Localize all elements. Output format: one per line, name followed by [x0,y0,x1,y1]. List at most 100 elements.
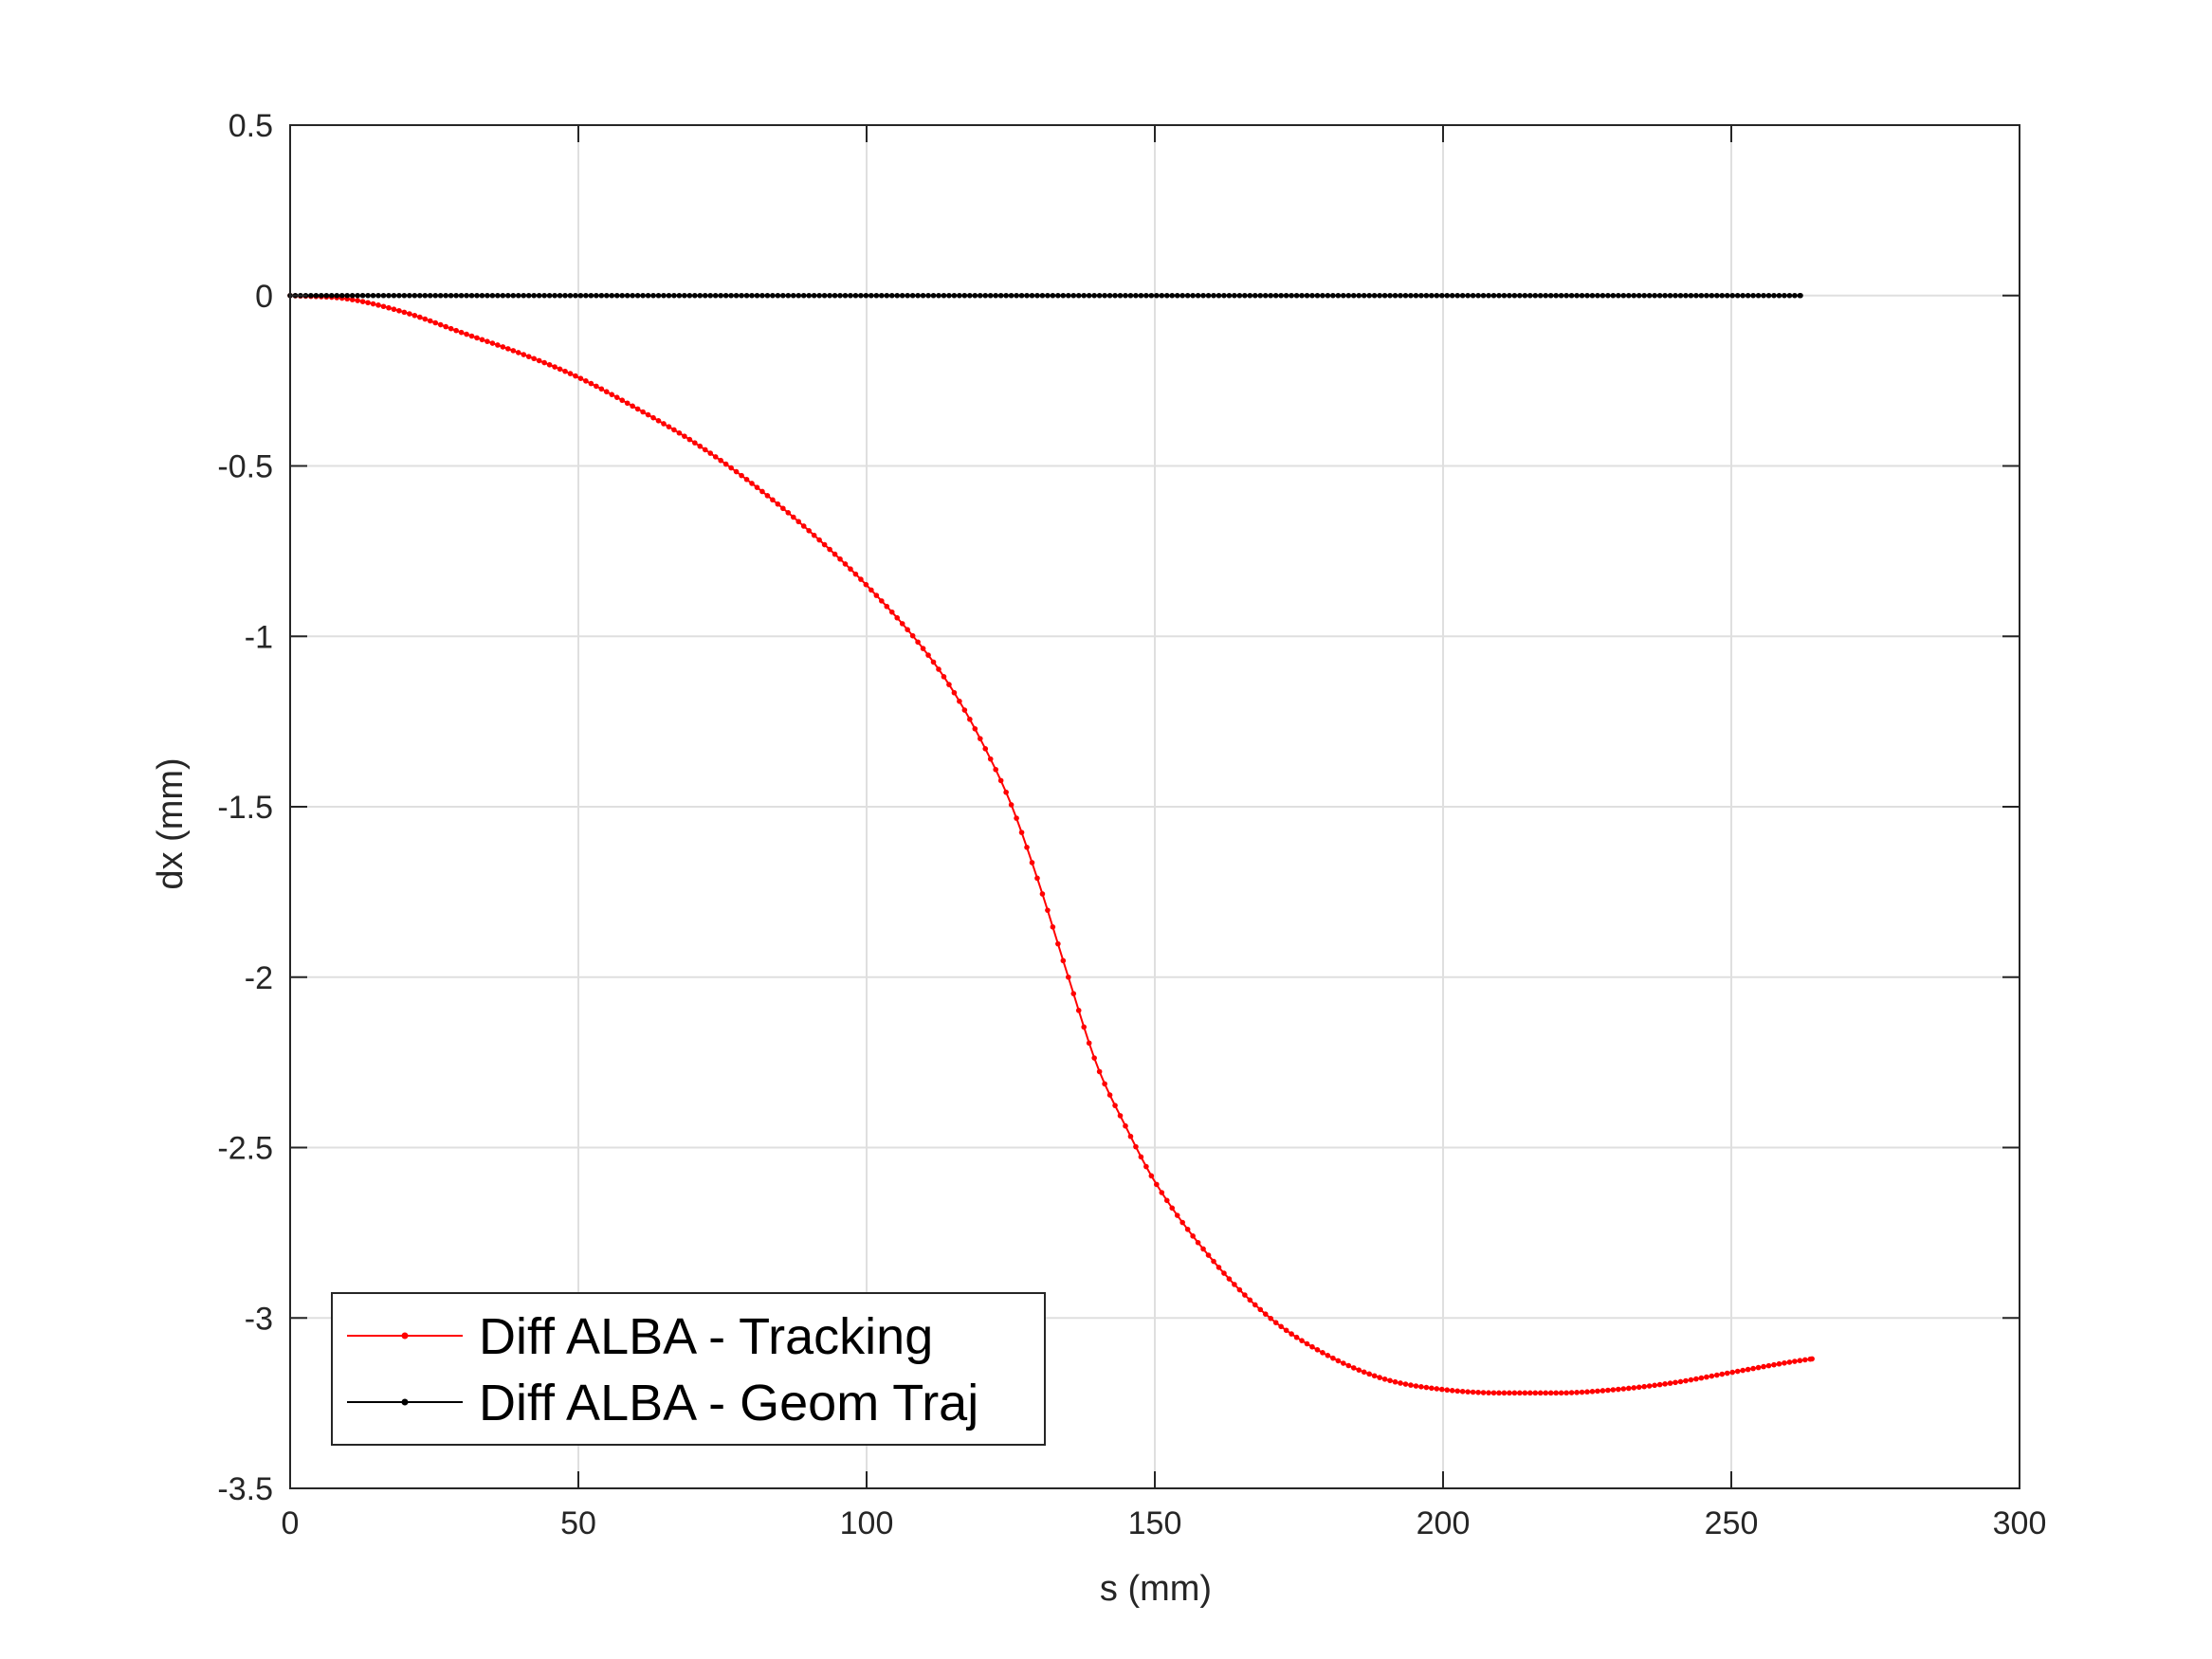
data-point [868,292,874,299]
data-point [1029,292,1035,299]
data-point [1729,292,1736,299]
data-point [682,433,687,439]
data-point [682,292,687,299]
y-tick-label: -2.5 [217,1131,273,1167]
data-point [365,300,371,306]
data-point [484,292,490,299]
data-point [1418,292,1424,299]
data-point [1532,292,1539,299]
data-point [1693,292,1699,299]
data-point [967,716,973,722]
data-point [427,292,433,299]
data-point [349,292,356,299]
data-point [505,346,511,352]
data-point [1247,292,1253,299]
data-point [1444,292,1451,299]
data-point [722,461,729,467]
data-point [811,532,817,538]
data-point [1341,1360,1346,1366]
data-point [500,292,506,299]
data-point [1309,1343,1315,1350]
data-point [1163,292,1170,299]
data-point [1595,1388,1600,1395]
data-point [1034,292,1040,299]
data-point [754,292,760,299]
data-point [722,292,729,299]
y-tick-label: -1.5 [217,790,273,826]
data-point [821,292,828,299]
data-point [676,292,683,299]
data-point [1584,292,1590,299]
data-point [1154,1181,1160,1188]
data-point [1325,292,1331,299]
data-point [1631,292,1637,299]
data-point [370,292,376,299]
legend-marker-geom-traj [401,1398,409,1406]
data-point [1610,1387,1617,1393]
data-point [1656,1381,1663,1388]
data-point [1792,292,1798,299]
data-point [800,292,807,299]
series-line [289,294,1813,1395]
data-point [1709,292,1715,299]
data-point [1527,1390,1533,1396]
data-point [987,292,994,299]
data-point [1584,1389,1590,1395]
data-point [707,292,714,299]
data-point [1809,1356,1815,1362]
data-point [1574,292,1580,299]
data-point [375,302,381,308]
data-point [832,292,838,299]
data-point [1216,292,1222,299]
data-point [1776,292,1782,299]
data-point [541,292,547,299]
data-point [795,519,802,525]
data-point [1683,1377,1689,1384]
data-point [1465,292,1471,299]
legend-marker-tracking [401,1332,409,1340]
data-point [1272,292,1279,299]
data-point [437,292,444,299]
data-point [1268,1315,1274,1322]
data-point [1558,1390,1564,1396]
data-point [1714,292,1720,299]
data-point [1350,1365,1357,1371]
data-point [515,292,521,299]
data-point [624,400,631,407]
data-point [1517,292,1523,299]
data-point [852,571,859,577]
data-point [686,292,693,299]
data-point [1605,292,1611,299]
x-tick-label: 150 [1128,1505,1182,1541]
data-point [1014,815,1019,821]
data-point [468,292,475,299]
data-point [391,306,397,313]
data-point [588,292,594,299]
data-point [1786,292,1793,299]
data-point [650,292,656,299]
data-point [1377,292,1382,299]
data-point [692,440,698,446]
data-point [338,292,345,299]
data-point [634,406,641,412]
data-point [977,292,983,299]
data-point [1641,292,1647,299]
series-tracking [287,292,1815,1396]
data-point [458,292,465,299]
data-point [640,292,646,299]
data-point [479,292,485,299]
data-point [1501,292,1508,299]
data-point [1579,292,1585,299]
data-point [1356,292,1362,299]
data-point [594,292,599,299]
data-point [1070,292,1077,299]
data-point [1070,991,1077,996]
data-point [1449,292,1455,299]
data-point [546,292,553,299]
data-point [510,292,517,299]
data-point [997,292,1004,299]
data-point [1507,1390,1512,1396]
data-point [396,307,402,314]
data-point [739,472,744,479]
